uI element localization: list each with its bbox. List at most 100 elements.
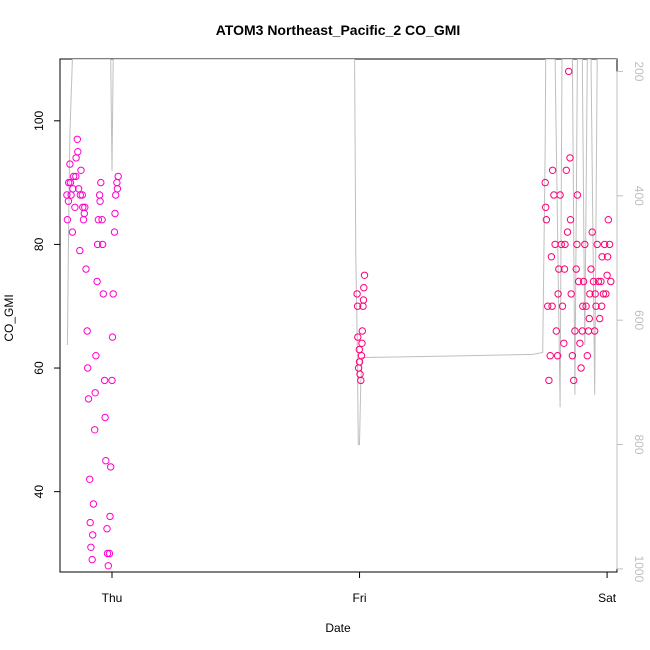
data-point (109, 290, 117, 298)
plot-box (59, 58, 618, 573)
data-point (98, 216, 106, 224)
data-point (104, 562, 113, 570)
data-point (66, 178, 75, 187)
data-point (83, 327, 91, 335)
data-point (80, 209, 89, 218)
data-point (591, 327, 599, 335)
x-axis-label: Date (325, 621, 351, 635)
data-point (579, 277, 588, 286)
y2-tick-label: 600 (632, 310, 646, 330)
data-point (103, 525, 111, 533)
data-point (354, 333, 362, 341)
data-point (572, 265, 580, 273)
data-point (565, 67, 573, 76)
data-point (84, 364, 92, 372)
y-axis: 40 60 80 100 (32, 110, 61, 499)
x-tick-label: Sat (598, 591, 617, 605)
y-tick-label: 40 (32, 485, 46, 499)
data-point (560, 339, 568, 347)
data-point (555, 265, 563, 273)
data-point (594, 277, 603, 286)
data-point (63, 216, 72, 224)
data-point (603, 253, 612, 261)
data-point (355, 358, 364, 366)
data-point (573, 191, 582, 199)
data-point (557, 240, 565, 249)
data-point (541, 178, 549, 187)
data-point (100, 376, 109, 385)
data-point (76, 191, 85, 199)
data-point (102, 457, 110, 465)
data-point (91, 389, 99, 397)
y-axis-label: CO_GMI (2, 294, 16, 341)
data-point (593, 240, 601, 249)
data-point (96, 197, 104, 205)
data-point (64, 197, 73, 205)
data-point (113, 185, 122, 193)
data-point (548, 166, 557, 175)
data-point (598, 253, 606, 261)
data-point (92, 352, 100, 360)
points-layer (63, 67, 615, 570)
data-point (360, 284, 368, 292)
data-point (360, 271, 369, 279)
data-point (566, 216, 575, 224)
data-point (602, 290, 610, 298)
data-point (78, 191, 87, 199)
data-point (114, 172, 122, 181)
data-point (573, 240, 581, 249)
data-point (101, 413, 109, 422)
data-point (108, 333, 117, 341)
y2-tick-label: 800 (632, 435, 646, 455)
data-point (113, 178, 121, 187)
data-point (110, 228, 119, 236)
data-point (72, 172, 80, 181)
data-point (600, 240, 609, 249)
data-point (71, 203, 79, 212)
data-point (88, 555, 96, 564)
data-point (68, 228, 77, 236)
data-point (357, 376, 365, 385)
data-point (77, 166, 85, 175)
data-point (577, 364, 585, 372)
data-point (548, 302, 556, 310)
y-tick-label: 100 (32, 110, 46, 130)
data-point (546, 352, 554, 360)
data-point (105, 549, 114, 558)
data-point (561, 240, 569, 249)
data-point (69, 172, 78, 181)
data-point (562, 166, 570, 175)
data-point (550, 191, 558, 199)
data-point (584, 327, 593, 335)
data-point (66, 160, 74, 168)
data-point (574, 277, 583, 286)
data-point (93, 240, 102, 249)
data-point (93, 277, 101, 286)
data-point (354, 364, 363, 372)
y2-tick-label: 200 (632, 61, 646, 81)
data-point (588, 228, 596, 236)
data-point (570, 376, 578, 385)
data-point (576, 339, 584, 347)
data-point (589, 277, 598, 286)
y2-axis-right: 200 400 600 800 1000 (616, 61, 646, 583)
data-point (582, 302, 590, 310)
data-point (591, 290, 599, 298)
data-point (542, 203, 550, 212)
data-point (89, 531, 97, 539)
data-point (106, 512, 114, 521)
y2-tick-label: 400 (632, 186, 646, 206)
data-point (547, 253, 556, 261)
data-point (353, 290, 361, 298)
data-point (542, 216, 551, 224)
data-point (99, 290, 108, 298)
data-point (566, 154, 574, 162)
data-point (79, 216, 88, 224)
data-point (563, 228, 572, 236)
x-tick-label: Fri (353, 591, 367, 605)
data-point (103, 549, 112, 558)
data-point (98, 240, 107, 249)
data-point (69, 185, 77, 193)
data-point (607, 277, 615, 286)
